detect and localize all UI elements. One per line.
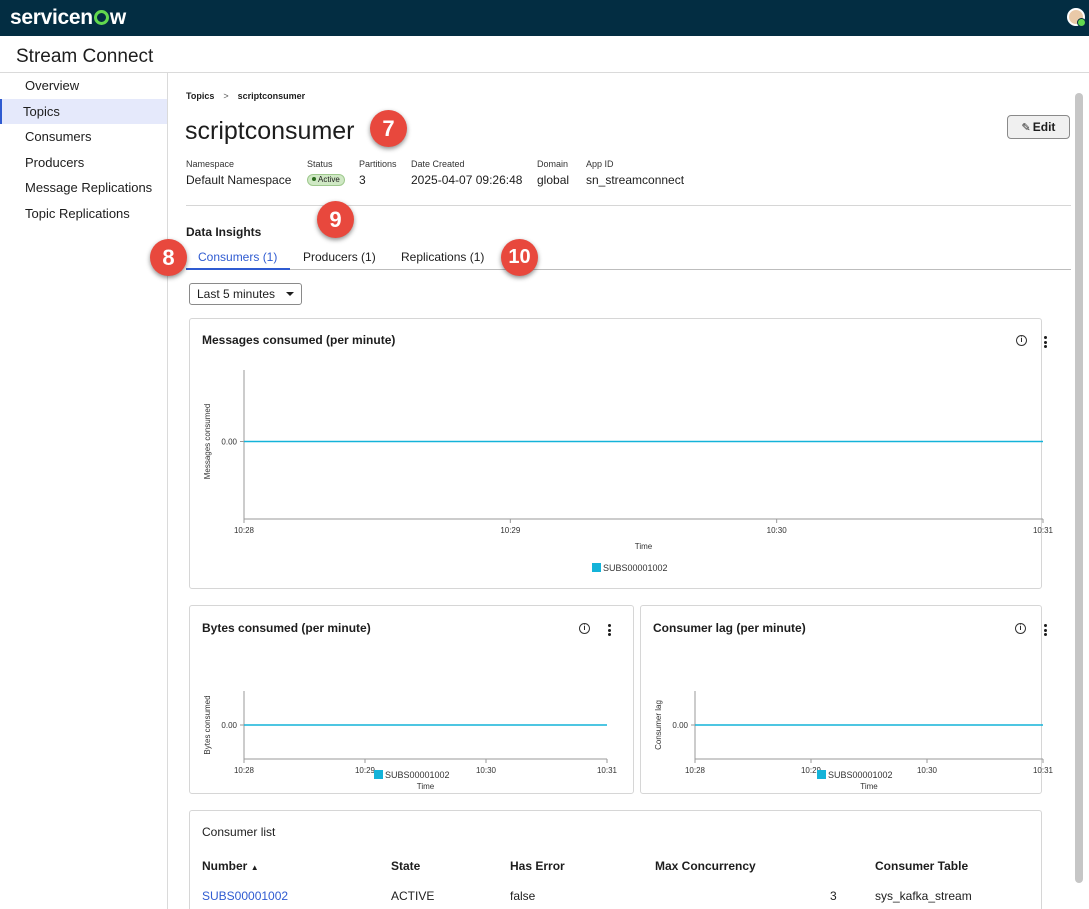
chevron-down-icon — [286, 292, 294, 296]
x-tick-label: 10:28 — [234, 766, 255, 775]
edit-button[interactable]: ✎ Edit — [1007, 115, 1070, 139]
legend-swatch — [592, 563, 601, 572]
breadcrumb-topics-link[interactable]: Topics — [186, 91, 215, 101]
table-cell-consumer-table: sys_kafka_stream — [875, 889, 972, 903]
card-title: Messages consumed (per minute) — [202, 333, 396, 347]
breadcrumb: Topics > scriptconsumer — [186, 91, 305, 101]
vertical-scrollbar[interactable] — [1075, 93, 1083, 883]
y-tick-label: 0.00 — [221, 438, 237, 447]
legend-swatch — [374, 770, 383, 779]
meta-date-created: Date Created 2025-04-07 09:26:48 — [411, 159, 523, 187]
y-tick-label: 0.00 — [672, 721, 688, 730]
info-icon[interactable]: i — [1015, 623, 1026, 634]
consumer-lag-card: Consumer lag (per minute) i 10:28 10:29 10… — [640, 605, 1054, 794]
bytes-consumed-chart: 10:28 10:29 10:30 10:31 0.00 Time Bytes consum… — [203, 691, 618, 791]
y-axis-label: Messages consumed — [203, 404, 212, 480]
sidebar-item-overview[interactable]: Overview — [25, 78, 80, 93]
top-bar: servicen w — [0, 0, 1089, 36]
x-axis-label: Time — [860, 782, 878, 791]
table-cell-state: ACTIVE — [391, 889, 435, 903]
table-cell-max-concurrency: 3 — [830, 889, 837, 903]
tab-consumers[interactable]: Consumers (1) — [198, 250, 278, 264]
sidebar-item-topic-replications[interactable]: Topic Replications — [25, 205, 130, 221]
consumer-number-link[interactable]: SUBS00001002 — [202, 889, 289, 903]
user-avatar[interactable] — [1067, 8, 1086, 27]
more-options-icon[interactable] — [608, 624, 612, 638]
chart-legend[interactable]: SUBS00001002 — [374, 770, 450, 780]
breadcrumb-current: scriptconsumer — [237, 91, 306, 101]
legend-swatch — [817, 770, 826, 779]
breadcrumb-separator: > — [223, 91, 229, 101]
callout-badge: 9 — [317, 201, 354, 238]
more-options-icon[interactable] — [1044, 336, 1048, 350]
consumer-list-title: Consumer list — [202, 825, 276, 839]
meta-namespace: Namespace Default Namespace — [186, 159, 292, 187]
x-tick-label: 10:31 — [1033, 526, 1054, 535]
tab-replications[interactable]: Replications (1) — [401, 250, 485, 264]
card-title: Consumer lag (per minute) — [653, 621, 806, 635]
app-title: Stream Connect — [16, 46, 154, 67]
sidebar-item-topics[interactable]: Topics — [0, 98, 167, 124]
meta-status: Status Active — [307, 159, 345, 187]
x-tick-label: 10:31 — [1033, 766, 1054, 775]
x-tick-label: 10:30 — [767, 526, 788, 535]
active-tab-indicator — [186, 268, 290, 270]
info-icon[interactable]: i — [579, 623, 590, 634]
card-title: Bytes consumed (per minute) — [202, 621, 371, 635]
column-header-number[interactable]: Number ▲ — [202, 859, 259, 873]
info-icon[interactable]: i — [1016, 335, 1027, 346]
x-tick-label: 10:28 — [685, 766, 706, 775]
x-tick-label: 10:30 — [476, 766, 497, 775]
column-header-consumer-table[interactable]: Consumer Table — [875, 859, 969, 873]
divider — [186, 205, 1071, 206]
messages-consumed-card: Messages consumed (per minute) i 10:28 10… — [189, 318, 1054, 589]
consumer-list-card: Consumer list Number ▲ State Has Error M… — [189, 810, 1042, 909]
more-options-icon[interactable] — [1044, 624, 1048, 638]
y-axis-label: Consumer lag — [654, 700, 663, 750]
consumer-lag-chart: 10:28 10:29 10:30 10:31 0.00 Time Consumer lag — [654, 691, 1054, 791]
app-title-bar: Stream Connect — [0, 36, 1089, 73]
messages-consumed-chart: 10:28 10:29 10:30 10:31 0.00 Time Messages con… — [203, 370, 1054, 551]
x-tick-label: 10:28 — [234, 526, 255, 535]
insights-tabs: Consumers (1) Producers (1) Replications… — [186, 243, 1071, 270]
main-content: Topics > scriptconsumer scriptconsumer ✎ Ed… — [168, 73, 1089, 909]
callout-badge: 8 — [150, 239, 187, 276]
callout-badge: 10 — [501, 239, 538, 276]
page-title: scriptconsumer — [185, 117, 355, 145]
tab-producers[interactable]: Producers (1) — [303, 250, 376, 264]
time-range-select[interactable]: Last 5 minutes — [189, 283, 302, 305]
x-tick-label: 10:29 — [355, 766, 376, 775]
meta-app-id: App ID sn_streamconnect — [586, 159, 685, 187]
pencil-icon: ✎ — [1021, 122, 1031, 134]
bytes-consumed-card: Bytes consumed (per minute) i 10:28 10:29… — [189, 605, 634, 794]
meta-domain: Domain global — [537, 159, 570, 187]
chart-legend[interactable]: SUBS00001002 — [592, 563, 668, 573]
servicenow-logo[interactable]: servicen w — [10, 6, 126, 29]
chart-legend[interactable]: SUBS00001002 — [817, 770, 893, 780]
x-axis-label: Time — [417, 782, 435, 791]
y-tick-label: 0.00 — [221, 721, 237, 730]
data-insights-title: Data Insights — [186, 225, 262, 239]
sidebar: Overview Topics Consumers Producers Mess… — [0, 73, 168, 909]
meta-partitions: Partitions 3 — [359, 159, 397, 187]
callout-badge: 7 — [370, 110, 407, 147]
sidebar-item-message-replications[interactable]: Message Replications — [25, 180, 153, 195]
x-tick-label: 10:29 — [500, 526, 521, 535]
x-tick-label: 10:31 — [597, 766, 618, 775]
column-header-state[interactable]: State — [391, 859, 421, 873]
sidebar-item-producers[interactable]: Producers — [25, 154, 85, 170]
sort-ascending-icon: ▲ — [250, 863, 259, 872]
x-tick-label: 10:30 — [917, 766, 938, 775]
x-axis-label: Time — [635, 542, 653, 551]
column-header-has-error[interactable]: Has Error — [510, 859, 565, 873]
sidebar-item-consumers[interactable]: Consumers — [25, 129, 92, 144]
status-badge: Active — [307, 174, 345, 186]
column-header-max-concurrency[interactable]: Max Concurrency — [655, 859, 756, 873]
y-axis-label: Bytes consumed — [203, 695, 212, 754]
table-cell-has-error: false — [510, 889, 536, 903]
x-tick-label: 10:29 — [801, 766, 822, 775]
